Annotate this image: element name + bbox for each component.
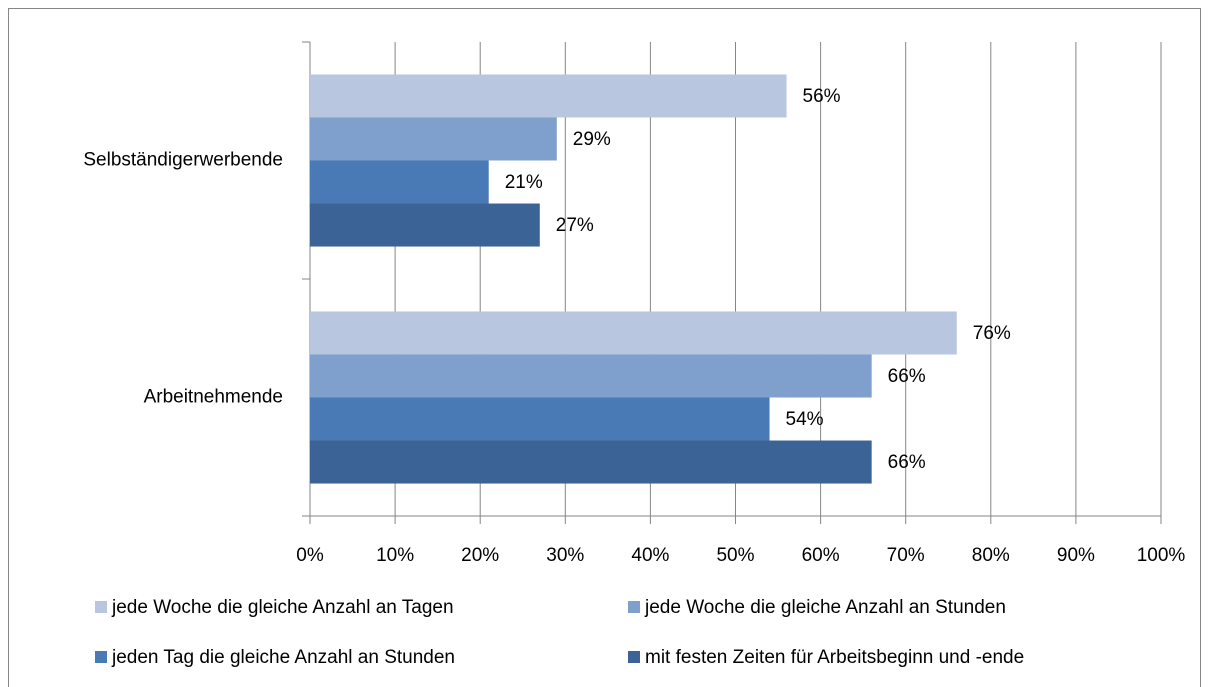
x-tick-label: 90% bbox=[1057, 545, 1095, 566]
x-tick-label: 20% bbox=[461, 545, 499, 566]
legend-swatch bbox=[628, 601, 640, 613]
value-label: 54% bbox=[786, 409, 824, 430]
category-label: Arbeitnehmende bbox=[144, 387, 283, 408]
legend-swatch bbox=[628, 651, 640, 663]
x-tick-label: 10% bbox=[376, 545, 414, 566]
value-label: 29% bbox=[573, 129, 611, 150]
legend-swatch bbox=[95, 601, 107, 613]
x-tick-label: 60% bbox=[802, 545, 840, 566]
value-label: 66% bbox=[888, 452, 926, 473]
x-tick-label: 70% bbox=[887, 545, 925, 566]
x-tick-label: 50% bbox=[716, 545, 754, 566]
value-label: 56% bbox=[803, 86, 841, 107]
x-tick-label: 0% bbox=[296, 545, 324, 566]
legend-label: jede Woche die gleiche Anzahl an Tagen bbox=[111, 597, 454, 618]
legend-label: jede Woche die gleiche Anzahl an Stunden bbox=[644, 597, 1006, 618]
x-tick-label: 80% bbox=[972, 545, 1010, 566]
x-tick-label: 30% bbox=[546, 545, 584, 566]
value-label: 27% bbox=[556, 215, 594, 236]
bar bbox=[310, 117, 557, 161]
value-label: 76% bbox=[973, 323, 1011, 344]
bar bbox=[310, 311, 957, 355]
x-tick-label: 100% bbox=[1137, 545, 1186, 566]
legend-label: jeden Tag die gleiche Anzahl an Stunden bbox=[111, 647, 455, 668]
bar bbox=[310, 440, 872, 484]
bar bbox=[310, 397, 770, 441]
value-label: 66% bbox=[888, 366, 926, 387]
legend-label: mit festen Zeiten für Arbeitsbeginn und … bbox=[645, 647, 1024, 668]
bar bbox=[310, 203, 540, 247]
x-tick-label: 40% bbox=[631, 545, 669, 566]
category-label: Selbständigerwerbende bbox=[83, 150, 283, 171]
bar bbox=[310, 354, 872, 398]
bar bbox=[310, 160, 489, 204]
bar bbox=[310, 74, 787, 118]
legend-swatch bbox=[95, 651, 107, 663]
value-label: 21% bbox=[505, 172, 543, 193]
